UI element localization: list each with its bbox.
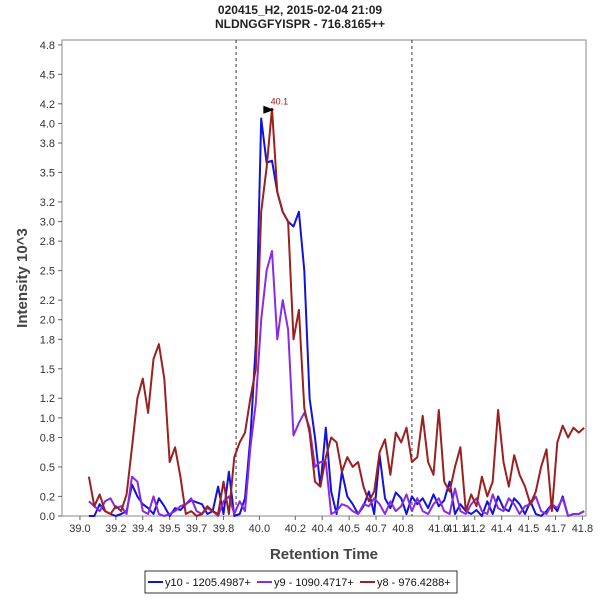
x-tick-label: 39.4 bbox=[132, 523, 153, 535]
x-tick-label: 41.8 bbox=[572, 523, 593, 535]
y-tick-label: 4.5 bbox=[40, 69, 55, 81]
y-tick-label: 3.5 bbox=[40, 167, 55, 179]
legend-label-y10: y10 - 1205.4987+ bbox=[165, 577, 251, 589]
x-tick-label: 39.5 bbox=[159, 523, 180, 535]
chart-title: 020415_H2, 2015-02-04 21:09 bbox=[218, 3, 382, 17]
series-layer bbox=[87, 107, 585, 517]
y-tick-label: 3.8 bbox=[40, 138, 55, 150]
x-tick-label: 39.7 bbox=[186, 523, 207, 535]
y-tick-label: 2.2 bbox=[40, 295, 55, 307]
legend-label-y8: y8 - 976.4288+ bbox=[377, 577, 451, 589]
peak-annotation: 40.1 bbox=[263, 97, 288, 114]
y-tick-label: 1.8 bbox=[40, 334, 55, 346]
x-tick-label: 41.4 bbox=[491, 523, 512, 535]
x-tick-label: 39.0 bbox=[69, 523, 90, 535]
y-tick-label: 1.0 bbox=[40, 413, 55, 425]
x-tick-label: 41.1 bbox=[446, 523, 467, 535]
peak-marker-arrow bbox=[263, 105, 275, 114]
x-tick-label: 41.5 bbox=[518, 523, 539, 535]
x-tick-label: 40.7 bbox=[365, 523, 386, 535]
integration-boundaries bbox=[235, 40, 413, 516]
y-tick-label: 2.0 bbox=[40, 315, 55, 327]
y-tick-label: 1.2 bbox=[40, 393, 55, 405]
x-tick-label: 40.0 bbox=[249, 523, 270, 535]
y-tick-label: 0.8 bbox=[40, 432, 55, 444]
series-line-y8 bbox=[87, 107, 585, 517]
legend-label-y9: y9 - 1090.4717+ bbox=[274, 577, 354, 589]
x-tick-label: 40.2 bbox=[285, 523, 306, 535]
x-tick-label: 41.0 bbox=[428, 523, 449, 535]
y-tick-label: 0.0 bbox=[40, 511, 55, 523]
peak-retention-label: 40.1 bbox=[271, 97, 289, 107]
y-tick-label: 4.8 bbox=[40, 40, 55, 52]
y-tick-label: 0.2 bbox=[40, 491, 55, 503]
y-axis-label: Intensity 10^3 bbox=[14, 228, 31, 328]
y-tick-label: 1.5 bbox=[40, 364, 55, 376]
x-tick-label: 39.2 bbox=[105, 523, 126, 535]
y-tick-label: 3.2 bbox=[40, 197, 55, 209]
x-axis-label: Retention Time bbox=[270, 546, 378, 563]
y-axis-ticks: 0.0 0.2 0.5 0.8 1.0 1.2 1.5 1.8 2.0 2.2 2.5 2.8 3.0 3… bbox=[40, 40, 62, 523]
x-tick-label: 40.4 bbox=[311, 523, 332, 535]
legend: y10 - 1205.4987+ y9 - 1090.4717+ y8 - 97… bbox=[144, 570, 458, 594]
series-line-y9 bbox=[88, 250, 585, 517]
x-tick-label: 41.7 bbox=[545, 523, 566, 535]
y-tick-label: 2.5 bbox=[40, 266, 55, 278]
y-tick-label: 4.2 bbox=[40, 99, 55, 111]
chart-subtitle: NLDNGGFYISPR - 716.8165++ bbox=[215, 17, 385, 31]
x-tick-label: 40.8 bbox=[392, 523, 413, 535]
y-tick-label: 3.0 bbox=[40, 217, 55, 229]
x-tick-label: 41.2 bbox=[464, 523, 485, 535]
y-tick-label: 2.8 bbox=[40, 236, 55, 248]
x-axis-ticks: 39.0 39.2 39.4 39.5 39.7 39.8 40.0 40.2 40.4 40.5… bbox=[69, 516, 593, 535]
x-tick-label: 39.8 bbox=[213, 523, 234, 535]
legend-box bbox=[144, 570, 458, 594]
y-tick-label: 4.0 bbox=[40, 118, 55, 130]
x-tick-label: 40.5 bbox=[338, 523, 359, 535]
y-tick-label: 0.5 bbox=[40, 462, 55, 474]
